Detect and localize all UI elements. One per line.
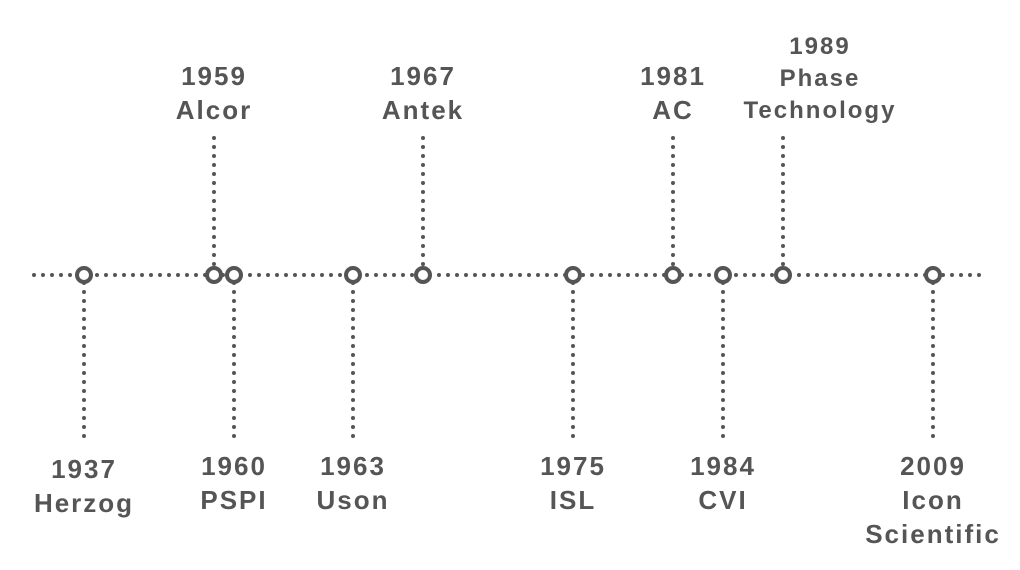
- event-label: 2009 Icon Scientific: [851, 449, 1015, 551]
- event-marker: [774, 266, 792, 284]
- event-marker: [924, 266, 942, 284]
- event-label: 1959 Alcor: [124, 59, 304, 127]
- event-label: 1963 Uson: [263, 449, 443, 517]
- event-label: 1960 PSPI: [144, 449, 324, 517]
- event-marker: [344, 266, 362, 284]
- event-name: CVI: [698, 485, 748, 515]
- event-name: AC: [652, 95, 694, 125]
- event-marker: [714, 266, 732, 284]
- event-year: 1963: [320, 451, 386, 481]
- event-name: Uson: [316, 485, 390, 515]
- event-name: Herzog: [33, 488, 135, 518]
- event-year: 2009: [900, 451, 966, 481]
- event-name: PSPI: [200, 485, 268, 515]
- event-label: 1981 AC: [583, 59, 763, 127]
- event-name: ISL: [549, 485, 597, 515]
- event-name: Alcor: [175, 95, 253, 125]
- event-label: 1975 ISL: [483, 449, 663, 517]
- event-label: 1937 Herzog: [0, 452, 174, 520]
- event-marker: [225, 266, 243, 284]
- event-year: 1960: [201, 451, 267, 481]
- event-year: 1937: [51, 454, 117, 484]
- event-name: Antek: [381, 95, 465, 125]
- event-marker: [75, 266, 93, 284]
- event-label: 1989 Phase Technology: [732, 31, 908, 127]
- event-year: 1984: [690, 451, 756, 481]
- event-name: Icon Scientific: [865, 485, 1001, 549]
- event-marker: [205, 266, 223, 284]
- event-marker: [664, 266, 682, 284]
- event-year: 1959: [181, 61, 247, 91]
- event-name: Phase Technology: [743, 65, 897, 124]
- event-year: 1975: [540, 451, 606, 481]
- event-label: 1967 Antek: [333, 59, 513, 127]
- event-marker: [414, 266, 432, 284]
- event-year: 1981: [640, 61, 706, 91]
- event-year: 1967: [390, 61, 456, 91]
- event-marker: [564, 266, 582, 284]
- event-label: 1984 CVI: [633, 449, 813, 517]
- event-year: 1989: [789, 33, 851, 60]
